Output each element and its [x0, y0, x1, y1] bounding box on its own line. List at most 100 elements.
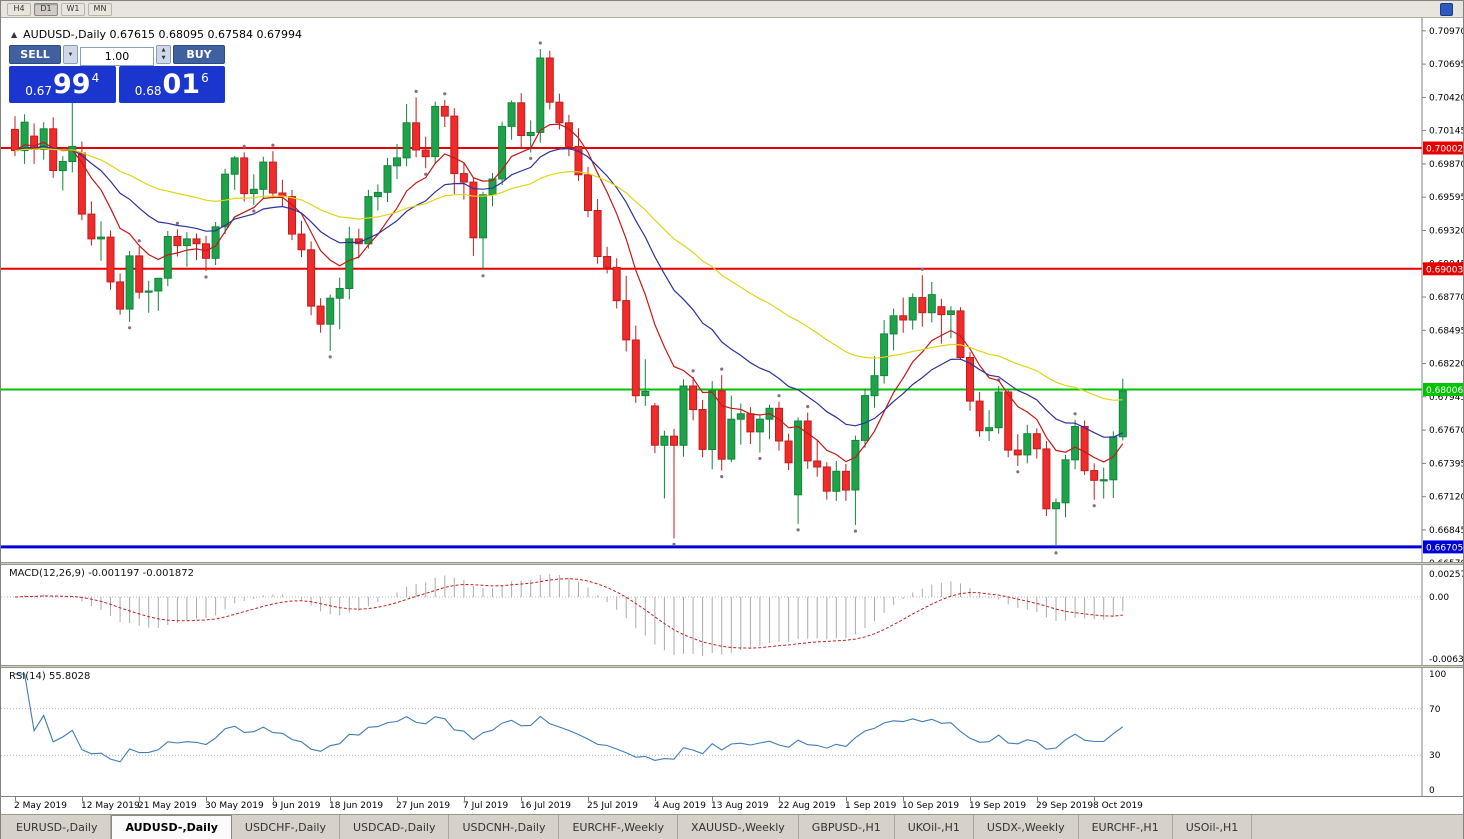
svg-text:0.70970: 0.70970 [1429, 27, 1463, 37]
panel-splitter[interactable] [1, 665, 1463, 668]
time-label: 16 Jul 2019 [520, 801, 571, 811]
time-tick [82, 797, 83, 801]
time-tick [846, 797, 847, 801]
svg-text:-0.006326: -0.006326 [1429, 655, 1463, 665]
volume-stepper[interactable]: ▲ ▼ [156, 45, 171, 64]
stepper-up-icon[interactable]: ▲ [161, 46, 166, 53]
timeframe-buttons: H4 D1 W1 MN [7, 2, 112, 16]
timeframe-button-mn[interactable]: MN [88, 2, 112, 16]
svg-text:0.68495: 0.68495 [1429, 326, 1463, 336]
buy-price-display[interactable]: 0.68 01 6 [118, 66, 225, 103]
chart-tab-usdchf-daily[interactable]: USDCHF-,Daily [231, 815, 340, 839]
chart-window[interactable]: 0.70970 0.70695 0.70420 0.70145 0.69870 0.695… [1, 18, 1463, 814]
svg-text:0.68220: 0.68220 [1429, 360, 1463, 370]
time-tick [970, 797, 971, 801]
sell-price-big: 99 [53, 69, 91, 100]
time-label: 7 Jul 2019 [463, 801, 509, 811]
chart-title: ▲ AUDUSD-,Daily 0.67615 0.68095 0.67584 … [11, 28, 302, 41]
svg-text:0.70002: 0.70002 [1426, 145, 1463, 155]
time-label: 22 Aug 2019 [778, 801, 836, 811]
svg-text:0.67395: 0.67395 [1429, 459, 1463, 469]
svg-text:0.67120: 0.67120 [1429, 493, 1463, 503]
svg-text:0.66570: 0.66570 [1429, 559, 1463, 562]
buy-price-sup: 6 [201, 70, 209, 85]
one-click-prices: 0.67 99 4 0.68 01 6 [9, 66, 225, 103]
time-label: 25 Jul 2019 [587, 801, 638, 811]
time-tick [903, 797, 904, 801]
price-chart-canvas[interactable]: 0.70970 0.70695 0.70420 0.70145 0.69870 0.695… [1, 18, 1463, 562]
fractal-dots [70, 41, 1096, 555]
volume-dropdown-button[interactable]: ▼ [63, 45, 78, 64]
timeframe-button-d1[interactable]: D1 [34, 2, 58, 16]
timeframe-button-h4[interactable]: H4 [7, 2, 31, 16]
svg-text:0.67670: 0.67670 [1429, 426, 1463, 436]
chart-tab-eurusd-daily[interactable]: EURUSD-,Daily [3, 815, 112, 839]
time-label: 12 May 2019 [81, 801, 140, 811]
chart-tab-usdcnh-daily[interactable]: USDCNH-,Daily [449, 815, 560, 839]
timeframe-button-w1[interactable]: W1 [61, 2, 85, 16]
ma-line-45 [14, 147, 1123, 401]
sell-button[interactable]: SELL [9, 45, 61, 64]
svg-text:0.69870: 0.69870 [1429, 160, 1463, 170]
chart-tab-bar: EURUSD-,Daily AUDUSD-,Daily USDCHF-,Daily U… [1, 814, 1463, 839]
time-tick [273, 797, 274, 801]
chart-tab-eurchf-weekly[interactable]: EURCHF-,Weekly [559, 815, 678, 839]
stepper-down-icon[interactable]: ▼ [161, 55, 166, 62]
sell-price-base: 0.67 [25, 83, 52, 98]
svg-text:0.67945: 0.67945 [1429, 393, 1463, 403]
ma-line-20 [14, 145, 1124, 438]
chart-title-text: AUDUSD-,Daily 0.67615 0.68095 0.67584 0.… [23, 28, 302, 41]
time-label: 13 Aug 2019 [711, 801, 769, 811]
ma-line-9 [14, 123, 1124, 463]
one-click-collapse-icon[interactable]: ▲ [11, 30, 18, 39]
macd-panel[interactable]: 0.002574 0.00 -0.006326 [1, 565, 1463, 665]
time-label: 2 May 2019 [14, 801, 67, 811]
time-axis[interactable]: 2 May 2019 12 May 2019 21 May 2019 30 May 2… [1, 796, 1463, 814]
chart-tab-eurchf-h1[interactable]: EURCHF-,H1 [1078, 815, 1173, 839]
svg-text:0.69320: 0.69320 [1429, 227, 1463, 237]
time-tick [655, 797, 656, 801]
window-icon[interactable] [1440, 3, 1453, 16]
svg-text:100: 100 [1429, 670, 1446, 680]
chart-tab-ukoil-h1[interactable]: UKOil-,H1 [894, 815, 974, 839]
buy-price-base: 0.68 [134, 83, 162, 98]
svg-text:0.00: 0.00 [1429, 593, 1449, 603]
svg-text:0.002574: 0.002574 [1429, 570, 1463, 580]
time-label: 8 Oct 2019 [1093, 801, 1143, 811]
svg-text:30: 30 [1429, 751, 1441, 761]
time-tick [521, 797, 522, 801]
svg-text:0.70145: 0.70145 [1429, 127, 1463, 137]
svg-text:0: 0 [1429, 786, 1435, 796]
svg-text:0.68770: 0.68770 [1429, 293, 1463, 303]
time-label: 4 Aug 2019 [654, 801, 706, 811]
volume-input[interactable] [80, 47, 154, 66]
time-tick [1037, 797, 1038, 801]
sell-price-display[interactable]: 0.67 99 4 [9, 66, 116, 103]
chart-tab-usdx-weekly[interactable]: USDX-,Weekly [973, 815, 1079, 839]
time-label: 29 Sep 2019 [1036, 801, 1094, 811]
svg-text:70: 70 [1429, 705, 1441, 715]
svg-text:0.68006: 0.68006 [1426, 386, 1463, 396]
time-label: 21 May 2019 [138, 801, 197, 811]
time-tick [1094, 797, 1095, 801]
buy-price-big: 01 [162, 69, 201, 100]
time-tick [206, 797, 207, 801]
macd-label: MACD(12,26,9) -0.001197 -0.001872 [9, 568, 194, 579]
chevron-down-icon: ▼ [67, 51, 74, 58]
time-label: 10 Sep 2019 [902, 801, 960, 811]
chart-tab-usoil-h1[interactable]: USOil-,H1 [1172, 815, 1253, 839]
chart-tab-gbpusd-h1[interactable]: GBPUSD-,H1 [798, 815, 895, 839]
time-tick [330, 797, 331, 801]
rsi-panel[interactable]: 100 70 30 0 [1, 668, 1463, 796]
panel-splitter[interactable] [1, 562, 1463, 565]
chart-tab-xauusd-weekly[interactable]: XAUUSD-,Weekly [678, 815, 799, 839]
time-tick [779, 797, 780, 801]
buy-button[interactable]: BUY [173, 45, 225, 64]
time-tick [588, 797, 589, 801]
chart-tab-usdcad-daily[interactable]: USDCAD-,Daily [339, 815, 450, 839]
chart-tab-audusd-daily[interactable]: AUDUSD-,Daily [111, 815, 232, 839]
svg-text:0.69595: 0.69595 [1429, 193, 1463, 203]
volume-field-wrap [80, 45, 154, 66]
time-tick [15, 797, 16, 801]
